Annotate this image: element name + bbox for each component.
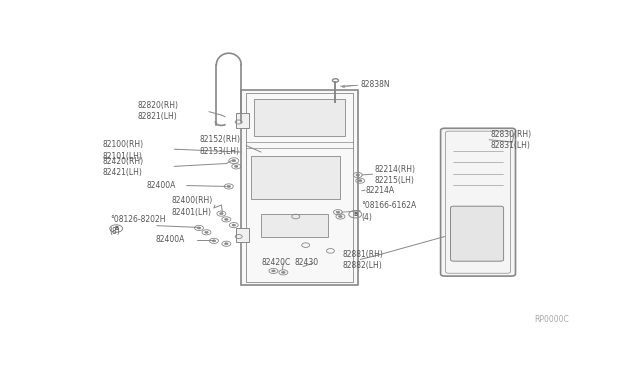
- Bar: [253, 99, 346, 136]
- Text: 82420(RH)
82421(LH): 82420(RH) 82421(LH): [102, 157, 143, 177]
- Circle shape: [212, 240, 216, 242]
- Text: 82214A: 82214A: [365, 186, 394, 195]
- Bar: [251, 156, 340, 199]
- FancyBboxPatch shape: [451, 206, 504, 261]
- Text: RP0000C: RP0000C: [534, 315, 568, 324]
- Circle shape: [356, 174, 360, 176]
- Circle shape: [339, 215, 342, 218]
- FancyBboxPatch shape: [440, 128, 515, 276]
- Circle shape: [197, 227, 201, 229]
- Circle shape: [220, 213, 223, 215]
- Text: 82400(RH)
82401(LH): 82400(RH) 82401(LH): [172, 196, 213, 217]
- Circle shape: [232, 160, 236, 162]
- Circle shape: [205, 231, 208, 233]
- Text: 82881(RH)
82882(LH): 82881(RH) 82882(LH): [343, 250, 384, 270]
- Circle shape: [336, 211, 340, 213]
- Bar: [261, 214, 328, 237]
- Circle shape: [358, 180, 362, 182]
- Text: 82100(RH)
82101(LH): 82100(RH) 82101(LH): [102, 140, 143, 161]
- Text: °08166-6162A
(4): °08166-6162A (4): [361, 201, 417, 222]
- Bar: [241, 90, 358, 285]
- Bar: [236, 228, 249, 242]
- Bar: [246, 93, 353, 282]
- Circle shape: [232, 224, 236, 226]
- Circle shape: [282, 271, 285, 273]
- Text: 82214(RH)
82215(LH): 82214(RH) 82215(LH): [374, 165, 415, 185]
- Text: 82400A: 82400A: [147, 181, 177, 190]
- Text: B: B: [353, 212, 357, 217]
- Text: 82430: 82430: [294, 259, 318, 267]
- Text: 82820(RH)
82821(LH): 82820(RH) 82821(LH): [137, 101, 178, 121]
- Text: 82838N: 82838N: [360, 80, 390, 89]
- Text: 82830(RH)
82831(LH): 82830(RH) 82831(LH): [490, 129, 531, 150]
- Text: 82420C: 82420C: [261, 259, 291, 267]
- Text: 82152(RH)
82153(LH): 82152(RH) 82153(LH): [199, 135, 240, 156]
- Bar: [236, 113, 249, 128]
- Text: °08126-8202H
(8): °08126-8202H (8): [110, 215, 165, 236]
- Circle shape: [271, 270, 275, 272]
- Circle shape: [227, 185, 230, 187]
- Text: B: B: [114, 226, 118, 231]
- Circle shape: [234, 165, 238, 167]
- Circle shape: [225, 218, 228, 220]
- Text: 82400A: 82400A: [156, 235, 185, 244]
- Circle shape: [225, 243, 228, 245]
